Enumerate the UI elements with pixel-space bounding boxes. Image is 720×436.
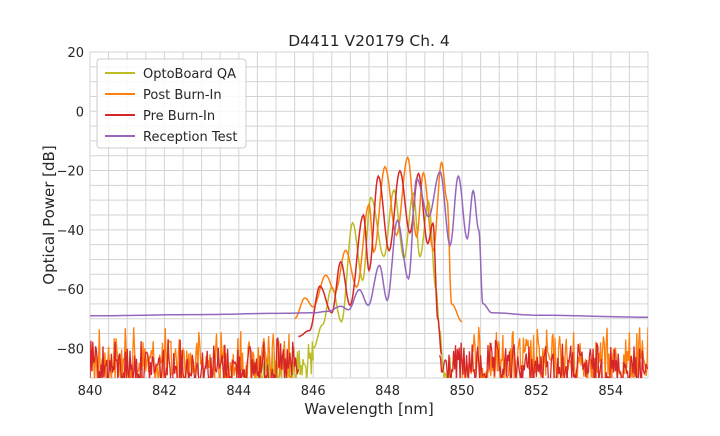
series-line: [294, 155, 463, 323]
x-tick-label: 854: [598, 384, 623, 399]
legend-box: [96, 58, 247, 149]
x-tick-label: 846: [301, 384, 326, 399]
x-tick-label: 844: [226, 384, 251, 399]
series-group: [90, 155, 648, 378]
tick-labels: 840 842 844 846 848 850 852 854 20 0 −20 −40 −60 −80: [57, 46, 624, 399]
legend-label: Post Burn-In: [143, 88, 222, 103]
y-tick-label: −40: [57, 224, 84, 239]
y-tick-label: 20: [67, 46, 84, 61]
noise-floor-line: [90, 337, 299, 378]
chart-title: D4411 V20179 Ch. 4: [288, 32, 450, 50]
legend-label: Reception Test: [143, 130, 237, 145]
x-tick-label: 840: [78, 384, 103, 399]
legend-label: OptoBoard QA: [143, 67, 236, 82]
series-line: [298, 169, 443, 355]
x-tick-label: 852: [524, 384, 549, 399]
legend: OptoBoard QA Post Burn-In Pre Burn-In Recep…: [96, 58, 247, 149]
y-tick-label: −60: [57, 283, 84, 298]
x-tick-label: 850: [450, 384, 475, 399]
noise-floor-line: [90, 327, 296, 378]
noise-floor-line: [439, 339, 648, 378]
x-axis-label: Wavelength [nm]: [304, 400, 434, 418]
y-tick-label: −80: [57, 342, 84, 357]
y-tick-label: −20: [57, 165, 84, 180]
y-axis-label: Optical Power [dB]: [40, 145, 58, 284]
legend-label: Pre Burn-In: [143, 109, 215, 124]
x-tick-label: 848: [375, 384, 400, 399]
y-tick-label: 0: [76, 105, 84, 120]
series-line: [90, 170, 648, 318]
x-tick-label: 842: [152, 384, 177, 399]
series-reception-test: [90, 170, 648, 318]
series-pre-burn-in: [90, 169, 648, 378]
